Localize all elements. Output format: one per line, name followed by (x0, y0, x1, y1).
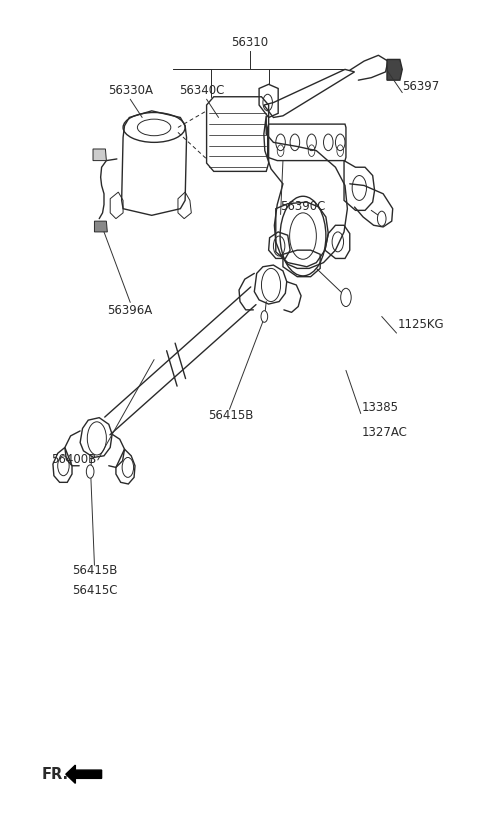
Circle shape (341, 289, 351, 306)
Text: 56330A: 56330A (108, 84, 153, 97)
Circle shape (86, 465, 94, 478)
Text: FR.: FR. (42, 767, 69, 782)
Text: 56415B: 56415B (208, 409, 253, 423)
Circle shape (261, 310, 268, 322)
Text: 56340C: 56340C (179, 84, 225, 97)
Polygon shape (387, 59, 402, 80)
Text: 56390C: 56390C (281, 200, 326, 213)
Text: 1327AC: 1327AC (362, 426, 408, 439)
Text: 56310: 56310 (231, 37, 268, 49)
Polygon shape (95, 221, 108, 232)
Text: 56396A: 56396A (108, 304, 153, 317)
Circle shape (377, 211, 386, 226)
Text: 56415C: 56415C (72, 583, 117, 597)
Text: 56415B: 56415B (72, 563, 117, 577)
Polygon shape (93, 149, 107, 161)
Text: 1125KG: 1125KG (397, 319, 444, 331)
Text: 13385: 13385 (362, 400, 399, 414)
Text: 56400B: 56400B (51, 453, 97, 467)
FancyArrow shape (66, 765, 102, 784)
Text: 56397: 56397 (402, 80, 440, 92)
